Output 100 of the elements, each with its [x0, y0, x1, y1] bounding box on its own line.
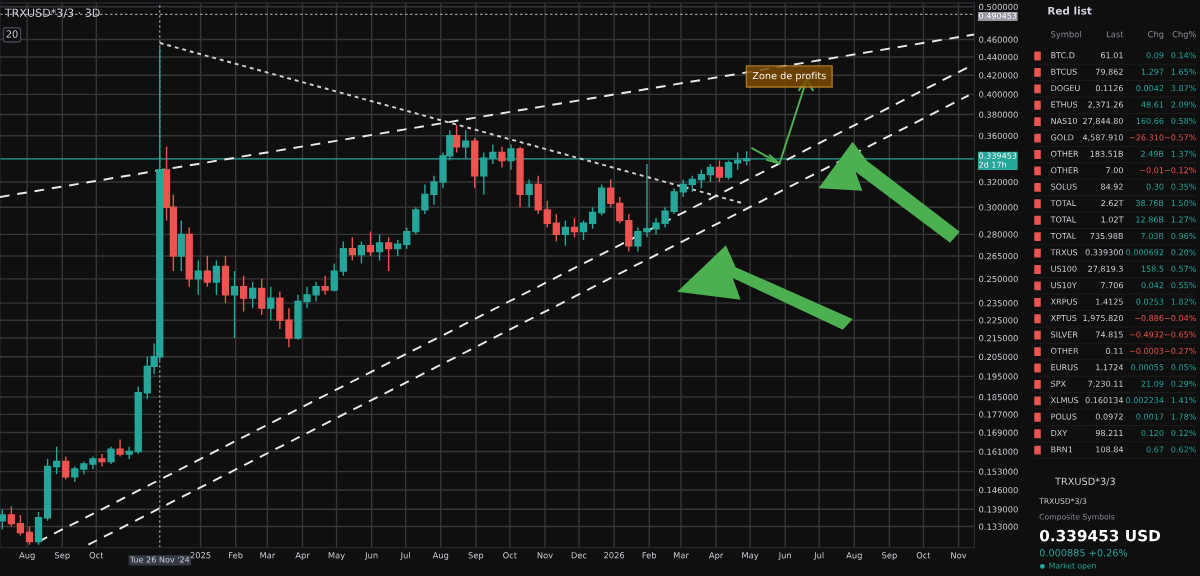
- x-tick-label: Nov: [537, 552, 553, 559]
- text: OTHER: [1051, 150, 1079, 157]
- text: 27,844.80: [1083, 117, 1123, 125]
- text: NAS10: [1051, 117, 1077, 125]
- text: −0.12%: [1164, 167, 1196, 174]
- text: 1.37%: [1171, 150, 1196, 157]
- text: 1.02T: [1101, 216, 1124, 223]
- text: BTC.D: [1051, 52, 1075, 59]
- text: 0.0017: [1136, 413, 1164, 420]
- x-tick-label: Mar: [673, 552, 689, 559]
- text: −0.65%: [1164, 331, 1196, 338]
- text: 27,819.3: [1088, 265, 1123, 273]
- text: −0.4932: [1129, 331, 1164, 338]
- text: −0.0003: [1129, 347, 1164, 354]
- x-tick-label: Feb: [229, 551, 243, 559]
- y-tick-label: 0.360000: [979, 132, 1018, 140]
- text: 4,587.910: [1082, 134, 1123, 142]
- text: SILVER: [1051, 331, 1078, 338]
- text: 12.86B: [1136, 216, 1164, 223]
- y-tick-label: 0.185000: [979, 394, 1018, 401]
- text: 2.49B: [1141, 150, 1164, 157]
- x-tick-label: Nov: [951, 552, 967, 559]
- x-tick-label: Oct: [503, 552, 517, 559]
- text: POLUS: [1051, 413, 1077, 420]
- text: −0.01: [1140, 167, 1164, 174]
- text: 0.002234: [1126, 397, 1164, 404]
- text: 0.160134: [1085, 397, 1124, 404]
- x-tick-label: Jul: [813, 551, 824, 560]
- text: 0.339300: [1085, 249, 1123, 256]
- text: 735.98B: [1090, 232, 1123, 239]
- text: 0.62%: [1171, 446, 1196, 453]
- y-tick-label: 0.235000: [979, 300, 1018, 307]
- text: 7.00: [1106, 167, 1123, 174]
- text: 0.35%: [1171, 183, 1196, 190]
- text: 3.87%: [1171, 85, 1196, 92]
- x-tick-label: Sep: [468, 552, 484, 561]
- x-tick-label: 2026: [604, 552, 625, 559]
- y-tick-label: 0.205000: [979, 353, 1018, 361]
- text: DOGEU: [1051, 85, 1080, 92]
- text: SPX: [1051, 380, 1066, 387]
- text: 0.120: [1141, 429, 1164, 437]
- x-tick-label: Dec: [571, 552, 587, 559]
- x-tick-label: Aug: [19, 552, 35, 561]
- text: 48.61: [1141, 101, 1164, 108]
- text: 0.57%: [1171, 265, 1196, 272]
- y-tick-label: 0.161000: [979, 448, 1018, 455]
- x-tick-label: Oct: [916, 552, 931, 559]
- y-tick-label: 0.400000: [979, 91, 1018, 98]
- text: SOLUS: [1051, 183, 1077, 190]
- x-tick-label: Apr: [708, 552, 724, 561]
- text: 0.11: [1106, 347, 1123, 354]
- text: 0.0042: [1136, 85, 1164, 92]
- text: DXY: [1051, 430, 1068, 436]
- y-tick-label: 0.195000: [979, 373, 1018, 380]
- y-tick-label: 0.320000: [979, 178, 1018, 186]
- text: OTHER: [1051, 347, 1079, 354]
- text: 0.339453 USD: [1039, 529, 1161, 542]
- text: −0.04%: [1164, 315, 1196, 322]
- ref-line-label: 0.490453: [979, 12, 1017, 19]
- x-tick-label: Sep: [882, 552, 897, 561]
- text: 0.1126: [1095, 85, 1123, 92]
- text: 2.62T: [1101, 200, 1124, 207]
- text: −26.310: [1129, 134, 1164, 141]
- y-tick-label: 0.177000: [979, 411, 1018, 418]
- text: 0.042: [1141, 282, 1164, 289]
- x-tick-label: Aug: [432, 552, 449, 561]
- text: 1.82%: [1171, 298, 1196, 305]
- text: 0.20%: [1171, 249, 1196, 256]
- category-label: Chg: [1148, 30, 1164, 40]
- x-tick-label: May: [742, 552, 759, 561]
- text: OTHER: [1051, 167, 1079, 174]
- text: 98.211: [1095, 429, 1123, 437]
- text: 2.09%: [1171, 101, 1196, 108]
- text: 1.1724: [1096, 364, 1124, 371]
- x-tick-label: May: [328, 552, 345, 561]
- y-tick-label: 0.300000: [979, 204, 1018, 211]
- category-label: Last: [1106, 31, 1124, 38]
- y-tick-label: 0.139000: [979, 506, 1018, 513]
- y-tick-label: 0.440000: [979, 53, 1018, 61]
- text: GOLD: [1051, 134, 1074, 141]
- text: 7.03B: [1141, 232, 1164, 239]
- y-tick-label: 0.265000: [979, 252, 1018, 260]
- text: XRPUS: [1050, 298, 1078, 305]
- text: 0.58%: [1171, 117, 1196, 125]
- y-tick-label: 0.146000: [979, 486, 1018, 494]
- x-tick-label: Aug: [846, 552, 862, 561]
- text: 0.14%: [1171, 52, 1196, 59]
- text: BTCUS: [1051, 68, 1077, 75]
- text: BRN1: [1051, 446, 1073, 453]
- text: 158.5: [1141, 265, 1164, 272]
- text: 1.65%: [1171, 68, 1196, 75]
- text: 0.000692: [1126, 249, 1164, 256]
- text: −0.27%: [1164, 347, 1196, 354]
- text: 0.12%: [1171, 429, 1196, 437]
- y-tick-label: 0.153000: [979, 468, 1018, 475]
- annotation: Zone de profits: [752, 71, 826, 82]
- y-tick-label: 0.500000: [979, 3, 1018, 11]
- ref-line-label: 0.339453 2d 17h: [979, 152, 1017, 168]
- text: US10Y: [1051, 282, 1077, 289]
- x-tick-label: Oct: [89, 552, 104, 559]
